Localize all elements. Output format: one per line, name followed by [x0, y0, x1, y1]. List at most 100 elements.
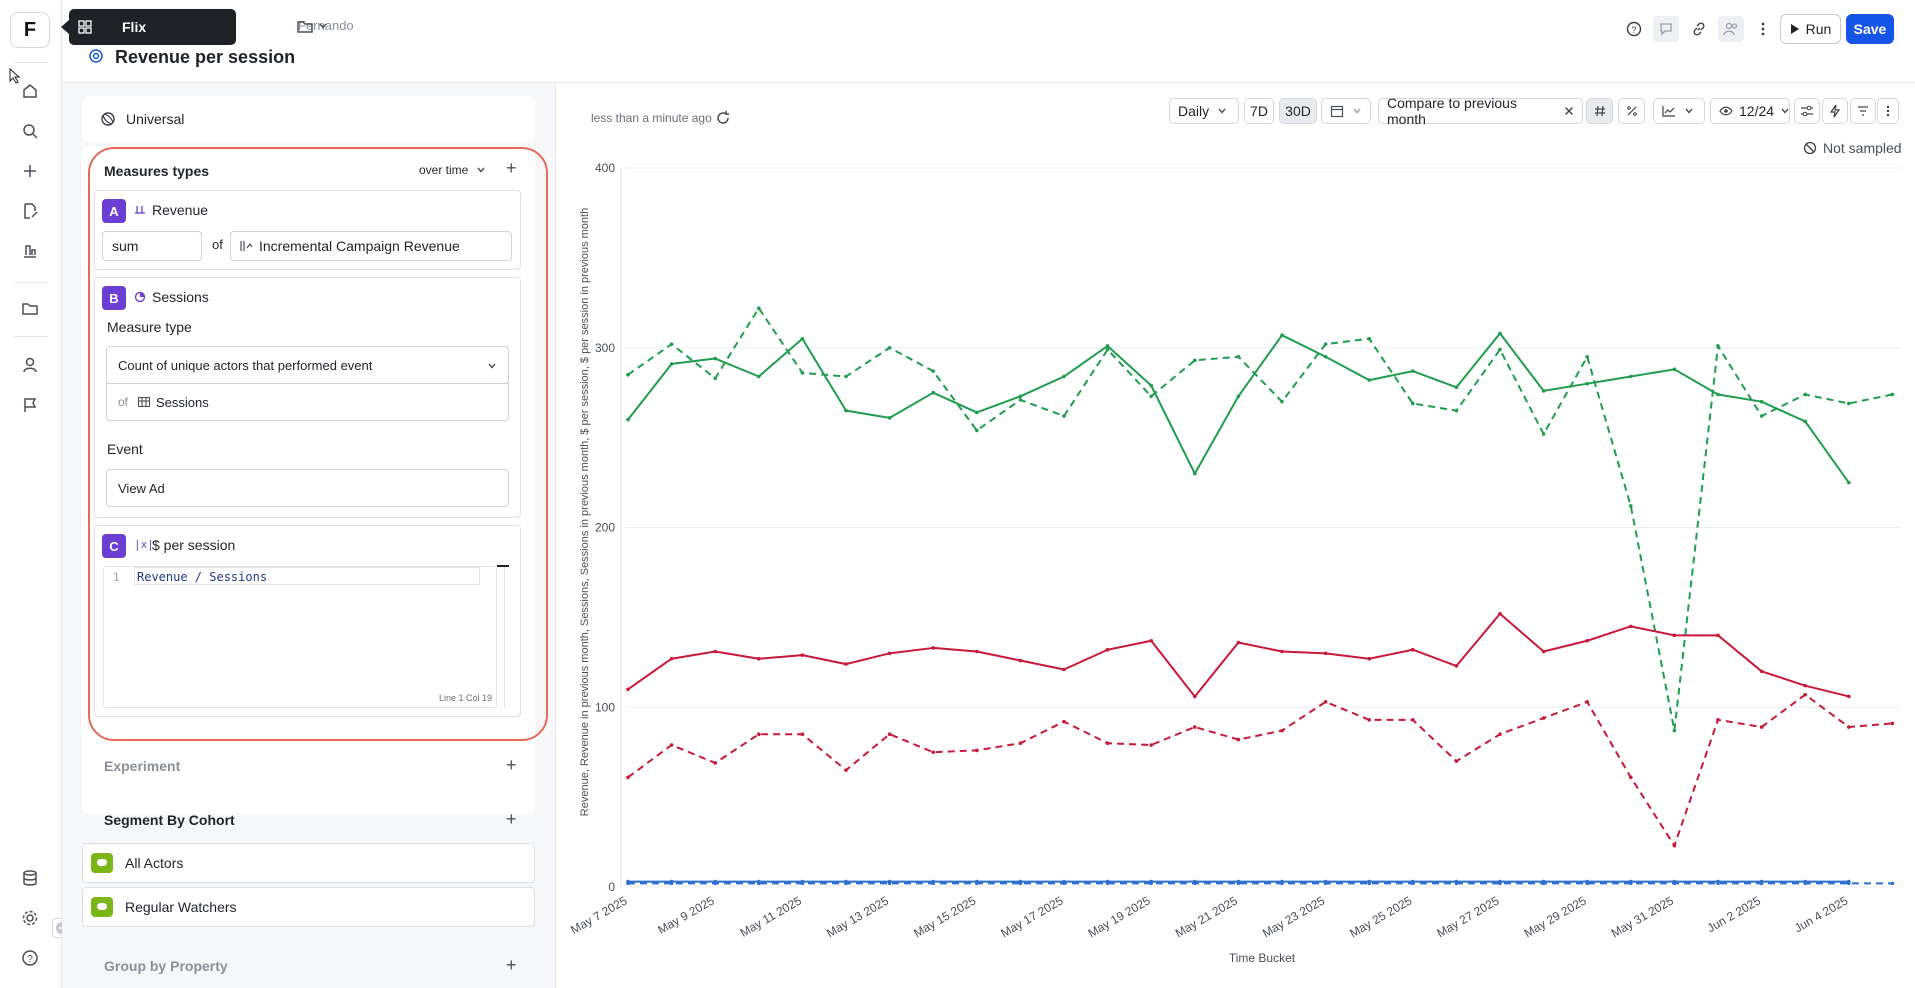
run-button[interactable]: Run: [1780, 14, 1841, 44]
plus-icon[interactable]: [19, 160, 41, 182]
measure-c-card: C |x| $ per session 1 Revenue / Sessions…: [94, 525, 521, 717]
share-users-icon[interactable]: [1718, 16, 1744, 42]
rail-divider: [14, 62, 48, 63]
measures-mode-dropdown[interactable]: over time: [419, 163, 486, 177]
user-icon[interactable]: [19, 354, 41, 376]
universe-label: Universal: [126, 111, 185, 127]
add-experiment-button[interactable]: +: [506, 755, 517, 775]
measure-b-name[interactable]: Sessions: [152, 289, 209, 305]
data-point: [713, 761, 717, 765]
count-of-select[interactable]: of Sessions: [106, 383, 509, 421]
clear-compare-icon[interactable]: [1564, 106, 1574, 116]
cohort-toggle-icon[interactable]: [91, 897, 113, 917]
property-select[interactable]: Incremental Campaign Revenue: [230, 231, 512, 261]
flag-icon[interactable]: [19, 394, 41, 416]
compare-select[interactable]: Compare to previous month: [1378, 95, 1583, 127]
cohort-item[interactable]: Regular Watchers: [82, 887, 535, 927]
save-button[interactable]: Save: [1846, 14, 1894, 44]
data-point: [669, 743, 674, 747]
editor-scrollbar[interactable]: [504, 567, 505, 707]
page-title[interactable]: Revenue per session: [115, 47, 296, 67]
formula-text: Revenue / Sessions: [137, 570, 268, 584]
add-group-by-button[interactable]: +: [506, 955, 517, 975]
data-point: [669, 881, 674, 886]
workspace-logo[interactable]: F: [10, 12, 50, 48]
visible-series-count: 12/24: [1739, 103, 1775, 119]
x-tick-label: May 9 2025: [655, 893, 717, 937]
line-number: 1: [113, 571, 120, 584]
aggregation-select[interactable]: sum: [102, 231, 202, 261]
line-chart[interactable]: May 7 2025 May 9 2025 May 11 2025 May 13 20…: [560, 150, 1910, 980]
data-point: [1716, 718, 1720, 722]
data-point: [1149, 881, 1153, 886]
data-point: [931, 750, 935, 754]
rail-divider: [14, 282, 48, 283]
data-point: [1367, 881, 1371, 886]
folder-icon[interactable]: [19, 297, 41, 319]
measure-type-select[interactable]: Count of unique actors that performed ev…: [106, 346, 509, 384]
data-point: [1585, 381, 1589, 386]
eye-icon: [1719, 106, 1733, 116]
measures-card: Measures types over time + A Revenue sum…: [82, 146, 535, 814]
cohort-item[interactable]: All Actors: [82, 843, 535, 883]
percent-toggle-icon[interactable]: [1618, 98, 1645, 124]
settings-gear-icon[interactable]: [19, 907, 41, 929]
formula-editor[interactable]: 1 Revenue / Sessions Line 1 Col 19: [103, 566, 505, 708]
home-icon[interactable]: [19, 80, 41, 102]
data-point: [1847, 881, 1851, 886]
range-7d-button[interactable]: 7D: [1244, 98, 1274, 124]
data-point: [669, 342, 674, 346]
chart-type-dropdown[interactable]: [1653, 98, 1705, 124]
data-point: [1672, 728, 1677, 733]
comments-icon[interactable]: [1653, 16, 1679, 42]
edit-document-icon[interactable]: [19, 200, 41, 222]
data-point: [1716, 344, 1720, 348]
show-values-hash-icon[interactable]: [1586, 98, 1613, 124]
x-tick-label: May 19 2025: [1086, 893, 1153, 940]
universe-selector[interactable]: Universal: [82, 96, 535, 142]
range-30d-button[interactable]: 30D: [1279, 98, 1317, 124]
search-icon[interactable]: [19, 120, 41, 142]
refresh-icon[interactable]: [715, 110, 731, 126]
add-measure-button[interactable]: +: [506, 158, 517, 178]
series-line: [627, 693, 1893, 847]
granularity-dropdown[interactable]: Daily: [1169, 98, 1239, 124]
chart-more-icon[interactable]: [1877, 98, 1899, 124]
more-vertical-icon[interactable]: [1752, 18, 1774, 40]
sampling-status: Not sampled: [1803, 140, 1902, 156]
event-select[interactable]: View Ad: [106, 469, 509, 507]
help-icon[interactable]: ?: [19, 947, 41, 969]
date-picker-button[interactable]: [1321, 98, 1371, 124]
data-point: [1629, 504, 1633, 508]
play-icon: [1790, 23, 1800, 35]
data-point: [887, 416, 892, 420]
folder-picker[interactable]: [296, 17, 328, 35]
cohort-toggle-icon[interactable]: [91, 853, 113, 873]
lightning-icon[interactable]: [1822, 98, 1848, 124]
chart-gridlines: [620, 167, 1900, 888]
filter-icon[interactable]: [1850, 98, 1876, 124]
data-point: [887, 881, 892, 886]
measure-b-card: B Sessions Measure type Count of unique …: [94, 277, 521, 518]
visible-series-dropdown[interactable]: 12/24: [1710, 98, 1790, 124]
data-point: [1803, 419, 1807, 424]
data-point: [1193, 725, 1197, 729]
editor-resize-handle[interactable]: [497, 565, 509, 567]
add-cohort-button[interactable]: +: [506, 809, 517, 829]
page-header: Fernando Revenue per session ? Run Save: [62, 0, 1915, 83]
measure-b-badge: B: [102, 286, 126, 310]
data-point: [1454, 759, 1459, 763]
data-point: [1236, 354, 1241, 359]
measure-c-badge: C: [102, 534, 126, 558]
data-point: [1280, 881, 1284, 886]
measure-c-name[interactable]: $ per session: [152, 537, 236, 553]
chart-settings-icon[interactable]: [1794, 98, 1820, 124]
dashboards-icon[interactable]: [19, 240, 41, 262]
help-icon[interactable]: ?: [1623, 18, 1645, 40]
chart-series: [626, 306, 1895, 886]
measure-a-name[interactable]: Revenue: [152, 202, 209, 218]
data-point: [626, 687, 630, 692]
link-icon[interactable]: [1688, 18, 1710, 40]
data-point: [1498, 347, 1502, 352]
database-icon[interactable]: [19, 867, 41, 889]
